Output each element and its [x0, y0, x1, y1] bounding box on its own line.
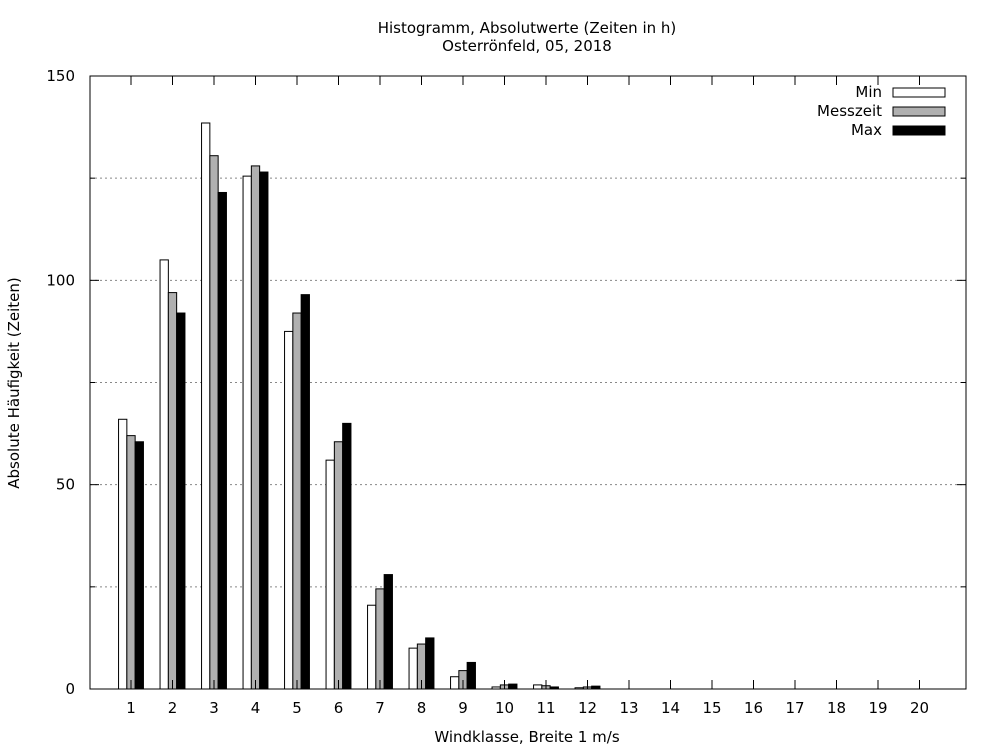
x-tick-label: 19	[868, 699, 887, 717]
x-tick-label: 12	[578, 699, 597, 717]
bar-messzeit-6	[333, 441, 344, 690]
bar-max-4	[259, 171, 269, 690]
bar-max-2	[176, 312, 186, 690]
bar-min-7	[367, 604, 377, 690]
legend-swatch	[892, 106, 946, 117]
x-tick-label: 5	[292, 699, 302, 717]
x-tick-label: 2	[168, 699, 178, 717]
bar-messzeit-7	[375, 588, 385, 690]
bar-min-8	[408, 647, 418, 690]
x-tick-label: 10	[495, 699, 514, 717]
grid-lines	[90, 177, 966, 588]
y-tick-label: 100	[46, 271, 75, 289]
legend-swatch	[892, 87, 946, 98]
y-tick-label: 150	[46, 67, 75, 85]
x-tick-label: 15	[702, 699, 721, 717]
legend-label: Min	[855, 83, 882, 101]
bar-messzeit-5	[292, 312, 302, 690]
y-tick-label: 50	[56, 476, 75, 494]
legend-label: Messzeit	[817, 102, 882, 120]
chart-title: Histogramm, Absolutwerte (Zeiten in h)	[378, 19, 677, 37]
bar-min-5	[284, 330, 294, 690]
bar-max-1	[134, 441, 144, 690]
bar-max-8	[425, 637, 435, 690]
x-tick-label: 4	[251, 699, 261, 717]
x-tick-label: 17	[785, 699, 804, 717]
x-tick-label: 14	[661, 699, 680, 717]
x-tick-label: 16	[744, 699, 763, 717]
x-tick-label: 20	[910, 699, 929, 717]
bar-max-9	[466, 661, 476, 690]
bar-max-3	[217, 191, 227, 690]
bar-messzeit-3	[209, 155, 219, 690]
x-tick-label: 7	[375, 699, 385, 717]
x-tick-label: 9	[458, 699, 468, 717]
x-tick-label: 1	[126, 699, 136, 717]
bar-min-3	[201, 122, 211, 690]
bar-min-11	[533, 684, 543, 690]
bar-messzeit-2	[167, 292, 178, 690]
x-axis-label: Windklasse, Breite 1 m/s	[434, 728, 620, 746]
bar-max-5	[300, 294, 310, 690]
y-axis-label: Absolute Häufigkeit (Zeiten)	[5, 277, 23, 488]
bar-min-1	[118, 418, 128, 690]
x-tick-label: 18	[827, 699, 846, 717]
x-tick-label: 11	[536, 699, 555, 717]
bar-min-2	[159, 259, 169, 690]
bar-min-4	[242, 175, 252, 690]
chart-subtitle: Osterrönfeld, 05, 2018	[442, 37, 612, 55]
bar-min-6	[325, 459, 335, 690]
x-tick-label: 8	[417, 699, 427, 717]
bar-messzeit-4	[250, 165, 261, 690]
x-tick-label: 6	[334, 699, 344, 717]
x-tick-label: 3	[209, 699, 219, 717]
y-tick-label: 0	[65, 680, 75, 698]
x-tick-label: 13	[619, 699, 638, 717]
bar-min-9	[450, 676, 460, 690]
bar-max-7	[383, 574, 393, 690]
bar-max-6	[342, 422, 352, 690]
bar-messzeit-1	[126, 435, 136, 690]
legend-swatch	[892, 125, 946, 136]
bar-max-10	[508, 683, 518, 690]
legend-label: Max	[851, 121, 882, 139]
bars	[118, 122, 601, 690]
